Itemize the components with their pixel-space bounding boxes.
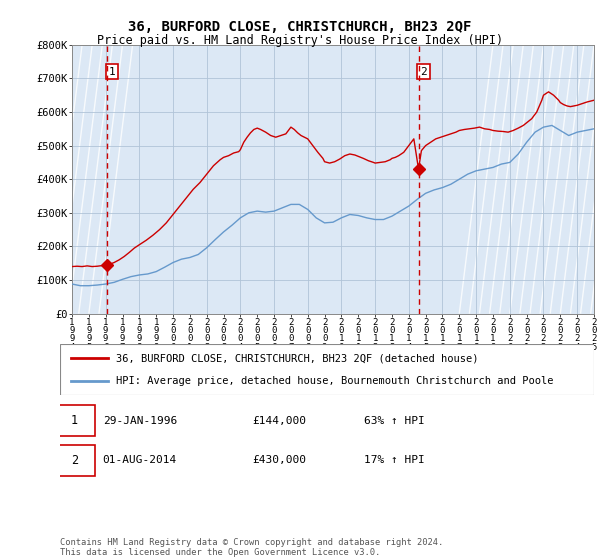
Text: 36, BURFORD CLOSE, CHRISTCHURCH, BH23 2QF: 36, BURFORD CLOSE, CHRISTCHURCH, BH23 2Q… <box>128 20 472 34</box>
Text: Price paid vs. HM Land Registry's House Price Index (HPI): Price paid vs. HM Land Registry's House … <box>97 34 503 46</box>
Text: £430,000: £430,000 <box>252 455 306 465</box>
Text: 36, BURFORD CLOSE, CHRISTCHURCH, BH23 2QF (detached house): 36, BURFORD CLOSE, CHRISTCHURCH, BH23 2Q… <box>116 353 479 363</box>
Text: 01-AUG-2014: 01-AUG-2014 <box>103 455 177 465</box>
Text: 2: 2 <box>420 67 427 77</box>
Text: 1: 1 <box>109 67 115 77</box>
Text: 29-JAN-1996: 29-JAN-1996 <box>103 416 177 426</box>
FancyBboxPatch shape <box>55 405 95 436</box>
Text: Contains HM Land Registry data © Crown copyright and database right 2024.
This d: Contains HM Land Registry data © Crown c… <box>60 538 443 557</box>
Text: 2: 2 <box>71 454 78 467</box>
Text: 1: 1 <box>71 414 78 427</box>
FancyBboxPatch shape <box>55 445 95 476</box>
Text: £144,000: £144,000 <box>252 416 306 426</box>
FancyBboxPatch shape <box>60 344 594 395</box>
Text: 17% ↑ HPI: 17% ↑ HPI <box>364 455 425 465</box>
Text: 63% ↑ HPI: 63% ↑ HPI <box>364 416 425 426</box>
Text: HPI: Average price, detached house, Bournemouth Christchurch and Poole: HPI: Average price, detached house, Bour… <box>116 376 554 386</box>
